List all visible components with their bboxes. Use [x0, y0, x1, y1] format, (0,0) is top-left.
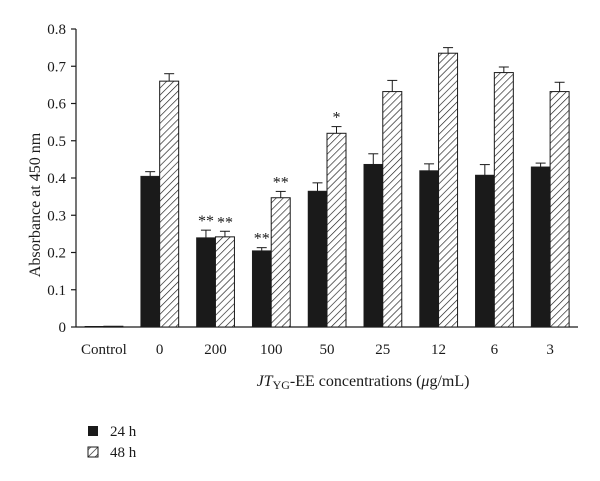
y-tick-label: 0.5 [47, 134, 66, 150]
legend-item-48h: 48 h [87, 445, 137, 461]
bar-24h-50 [307, 190, 328, 328]
x-axis: Control 0 200 100 50 25 12 6 3 [76, 326, 578, 358]
x-axis-title: JTYG-EE concentrations (μg/mL) [257, 373, 470, 392]
bar-48h-control [103, 325, 124, 328]
y-tick-label: 0.6 [47, 97, 66, 113]
significance-marks: ** ******* [198, 110, 341, 248]
x-tick-label: 200 [204, 342, 227, 358]
bar-24h-12 [419, 170, 439, 328]
bar-24h-6 [475, 174, 495, 328]
y-tick-label: 0 [59, 320, 67, 336]
x-title-subscript: YG [273, 378, 291, 392]
y-axis-title: Absorbance at 450 nm [27, 132, 44, 277]
x-tick-label: 3 [546, 342, 554, 358]
bar-24h-25 [363, 163, 384, 328]
significance-mark: ** [198, 213, 214, 230]
bar-24h-3 [530, 166, 551, 328]
x-tick-label: 0 [156, 342, 164, 358]
bar-48h-200 [214, 236, 235, 328]
y-tick-label: 0.8 [47, 22, 66, 38]
legend-swatch-48h [87, 446, 99, 458]
significance-mark: ** [273, 174, 289, 191]
x-tick-label: 50 [320, 342, 335, 358]
bar-48h-6 [493, 72, 514, 328]
x-tick-label: 6 [491, 342, 499, 358]
bar-48h-100 [270, 197, 291, 328]
y-tick-label: 0.4 [47, 171, 66, 187]
significance-mark: * [333, 110, 341, 127]
y-axis: 0 0.1 0.2 0.3 0.4 0.5 0.6 0.7 0.8 [47, 22, 77, 336]
bars [84, 52, 570, 328]
legend-label-48h: 48 h [110, 445, 137, 461]
bar-48h-25 [382, 91, 403, 328]
x-title-suffix: -EE concentrations ( [290, 373, 422, 390]
y-tick-label: 0.1 [47, 283, 66, 299]
legend: 24 h 48 h [87, 424, 137, 461]
x-tick-label: 25 [375, 342, 390, 358]
error-bars [145, 47, 565, 251]
x-tick-label: 12 [431, 342, 446, 358]
legend-swatch-24h [88, 426, 98, 436]
x-title-prefix: JT [257, 373, 274, 390]
legend-label-24h: 24 h [110, 424, 137, 440]
x-tick-label: Control [81, 342, 127, 358]
bar-24h-100 [251, 250, 272, 328]
significance-mark: ** [254, 231, 270, 248]
bar-24h-0 [140, 175, 160, 328]
significance-mark: ** [217, 214, 233, 231]
bar-24h-200 [196, 237, 216, 328]
bar-48h-12 [438, 52, 459, 328]
x-title-mu: μ [420, 373, 429, 390]
y-tick-label: 0.2 [47, 246, 66, 262]
bar-48h-50 [326, 132, 347, 328]
x-tick-label: 100 [260, 342, 283, 358]
y-tick-label: 0.3 [47, 208, 66, 224]
bar-48h-0 [159, 80, 180, 328]
bar-24h-control [84, 326, 105, 328]
legend-item-24h: 24 h [88, 424, 137, 440]
y-tick-label: 0.7 [47, 59, 66, 75]
bar-48h-3 [549, 91, 570, 328]
x-title-unit: g/mL) [429, 373, 469, 390]
